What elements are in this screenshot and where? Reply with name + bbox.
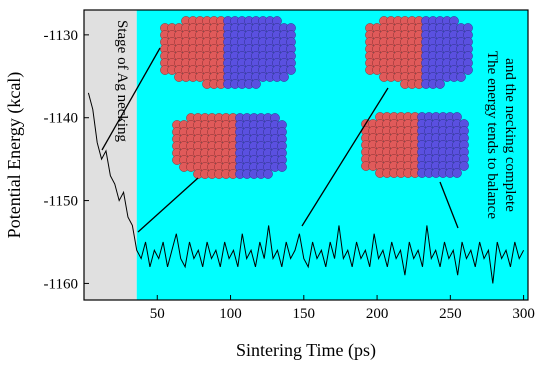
x-tick-label: 300 [512,306,535,322]
decorations [160,16,473,179]
y-tick-label: -1140 [44,111,78,127]
y-tick-label: -1150 [44,194,78,210]
atom [459,161,469,171]
x-tick-label: 250 [439,306,462,322]
annotation: and the necking complete [502,58,518,212]
atom [263,169,273,179]
plot-frame [83,9,529,301]
shaded-region [84,10,137,300]
arrows [101,47,459,233]
y-axis-title: Potential Energy (kcal) [4,72,25,239]
atom [463,65,473,75]
annotation: Stage of Ag necking [114,20,130,143]
arrow [439,181,459,229]
x-axis-title: Sintering Time (ps) [236,340,376,361]
y-tick-label: -1130 [44,28,78,44]
atom [456,72,466,82]
atom [277,162,287,172]
arrow [101,47,161,151]
atom [251,79,261,89]
atom [286,65,296,75]
atom [435,79,445,89]
x-tick-label: 100 [219,306,242,322]
arrow [137,177,199,233]
atom [279,72,289,82]
x-tick-label: 150 [293,306,316,322]
energy-line [87,92,525,284]
atom [452,168,462,178]
arrow [301,87,389,227]
y-tick-label: -1160 [44,276,78,292]
x-tick-label: 50 [150,306,165,322]
annotation: The energy tends to balance [484,51,500,219]
x-tick-label: 200 [366,306,389,322]
plot: 50 100 150 200 250 300 -1130 -1140 -1150 -1160 [44,28,535,322]
